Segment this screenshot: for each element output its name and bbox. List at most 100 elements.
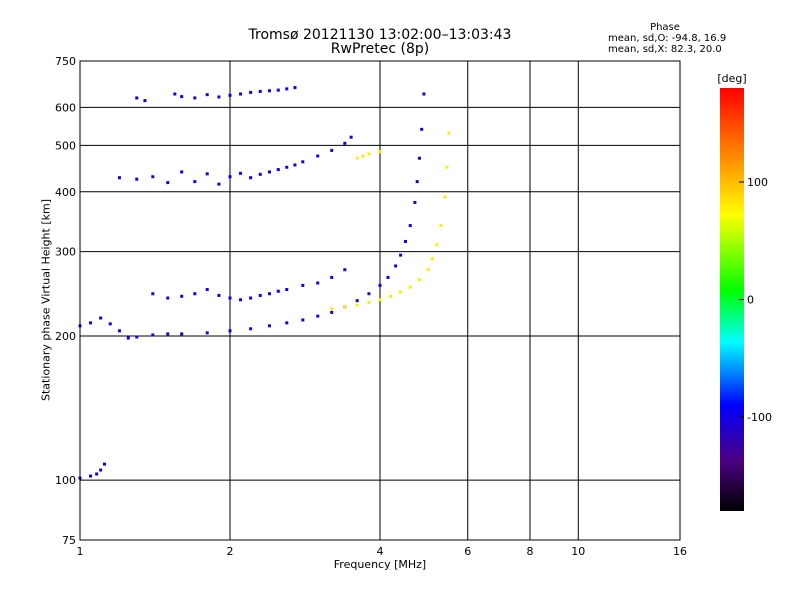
echo-point-o [316, 314, 320, 318]
data-points [78, 86, 451, 480]
echo-point-x [447, 131, 451, 135]
echo-point-o [180, 332, 184, 336]
echo-point-o [422, 92, 426, 96]
echo-point-o [193, 292, 197, 296]
echo-point-o [367, 292, 371, 296]
chart-title: Tromsø 20121130 13:02:00–13:03:43 [248, 27, 512, 43]
echo-point-o [193, 96, 197, 100]
echo-point-o [126, 336, 130, 340]
echo-point-o [349, 135, 353, 139]
echo-point-o [413, 200, 417, 204]
echo-point-o [135, 96, 139, 100]
echo-point-o [330, 275, 334, 279]
echo-point-o [258, 172, 262, 176]
plot-frame [79, 60, 681, 541]
echo-point-o [258, 89, 262, 93]
echo-point-o [417, 156, 421, 160]
echo-point-x [343, 305, 347, 309]
echo-point-o [99, 316, 103, 320]
echo-point-o [267, 292, 271, 296]
echo-point-x [443, 195, 447, 199]
echo-point-o [276, 289, 280, 293]
y-tick-label: 300 [55, 246, 76, 259]
x-axis-label: Frequency [MHz] [333, 558, 427, 571]
echo-point-o [193, 180, 197, 184]
echo-point-o [301, 160, 305, 164]
echo-point-o [403, 239, 407, 243]
echo-point-o [386, 275, 390, 279]
echo-point-o [228, 329, 232, 333]
echo-point-x [439, 224, 443, 228]
x-tick-label: 16 [673, 545, 687, 558]
echo-point-o [316, 281, 320, 285]
echo-point-o [180, 294, 184, 298]
echo-point-x [426, 268, 430, 272]
echo-point-o [205, 331, 209, 335]
echo-point-o [408, 224, 412, 228]
echo-point-o [249, 90, 253, 94]
colorbar-label: [deg] [717, 72, 746, 85]
chart-subtitle: RwPretec (8p) [330, 41, 430, 57]
echo-point-x [367, 152, 371, 156]
grid-lines [80, 61, 680, 540]
echo-point-o [151, 292, 155, 296]
echo-point-o [217, 95, 221, 99]
echo-point-o [89, 321, 93, 325]
echo-point-o [343, 141, 347, 145]
echo-point-o [267, 324, 271, 328]
y-tick-label: 750 [55, 55, 76, 68]
echo-point-o [108, 322, 112, 326]
echo-point-o [143, 99, 147, 103]
echo-point-o [378, 283, 382, 287]
echo-point-o [276, 168, 280, 172]
echo-point-o [205, 93, 209, 97]
echo-point-o [285, 165, 289, 169]
echo-point-x [389, 294, 393, 298]
echo-point-o [330, 148, 334, 152]
x-axis-ticks: 1 2 4 6 8 10 16 [77, 545, 688, 558]
echo-point-o [285, 288, 289, 292]
x-tick-label: 6 [464, 545, 471, 558]
echo-point-x [408, 285, 412, 289]
echo-point-x [378, 298, 382, 302]
echo-point-o [330, 310, 334, 314]
echo-point-o [267, 170, 271, 174]
colorbar-tick-label: 0 [747, 294, 754, 307]
echo-point-o [173, 92, 177, 96]
echo-point-o [420, 127, 424, 131]
echo-point-o [399, 253, 403, 257]
echo-point-o [285, 87, 289, 91]
y-tick-label: 200 [55, 330, 76, 343]
echo-point-o [249, 327, 253, 331]
echo-point-o [117, 176, 121, 180]
y-tick-label: 100 [55, 474, 76, 487]
echo-point-o [239, 171, 243, 175]
echo-point-o [180, 95, 184, 99]
y-tick-label: 600 [55, 101, 76, 114]
echo-point-o [228, 175, 232, 179]
echo-point-o [415, 180, 419, 184]
echo-point-o [394, 264, 398, 268]
echo-point-o [267, 89, 271, 93]
echo-point-o [99, 468, 103, 472]
phase-stats-o-mode: mean, sd,O: -94.8, 16.9 [608, 33, 727, 44]
echo-point-o [151, 333, 155, 337]
echo-point-x [435, 243, 439, 247]
echo-point-o [249, 296, 253, 300]
echo-point-o [217, 293, 221, 297]
echo-point-o [316, 154, 320, 158]
echo-point-o [135, 335, 139, 339]
echo-point-o [151, 175, 155, 179]
echo-point-o [355, 299, 359, 303]
echo-point-x [367, 300, 371, 304]
echo-point-o [301, 318, 305, 322]
x-tick-label: 1 [77, 545, 84, 558]
x-tick-label: 4 [377, 545, 384, 558]
echo-point-o [239, 298, 243, 302]
echo-point-o [117, 329, 121, 333]
colorbar-ticks: 100 0 -100 [739, 176, 772, 424]
echo-point-x [361, 154, 365, 158]
echo-point-o [293, 86, 297, 90]
x-tick-label: 8 [527, 545, 534, 558]
